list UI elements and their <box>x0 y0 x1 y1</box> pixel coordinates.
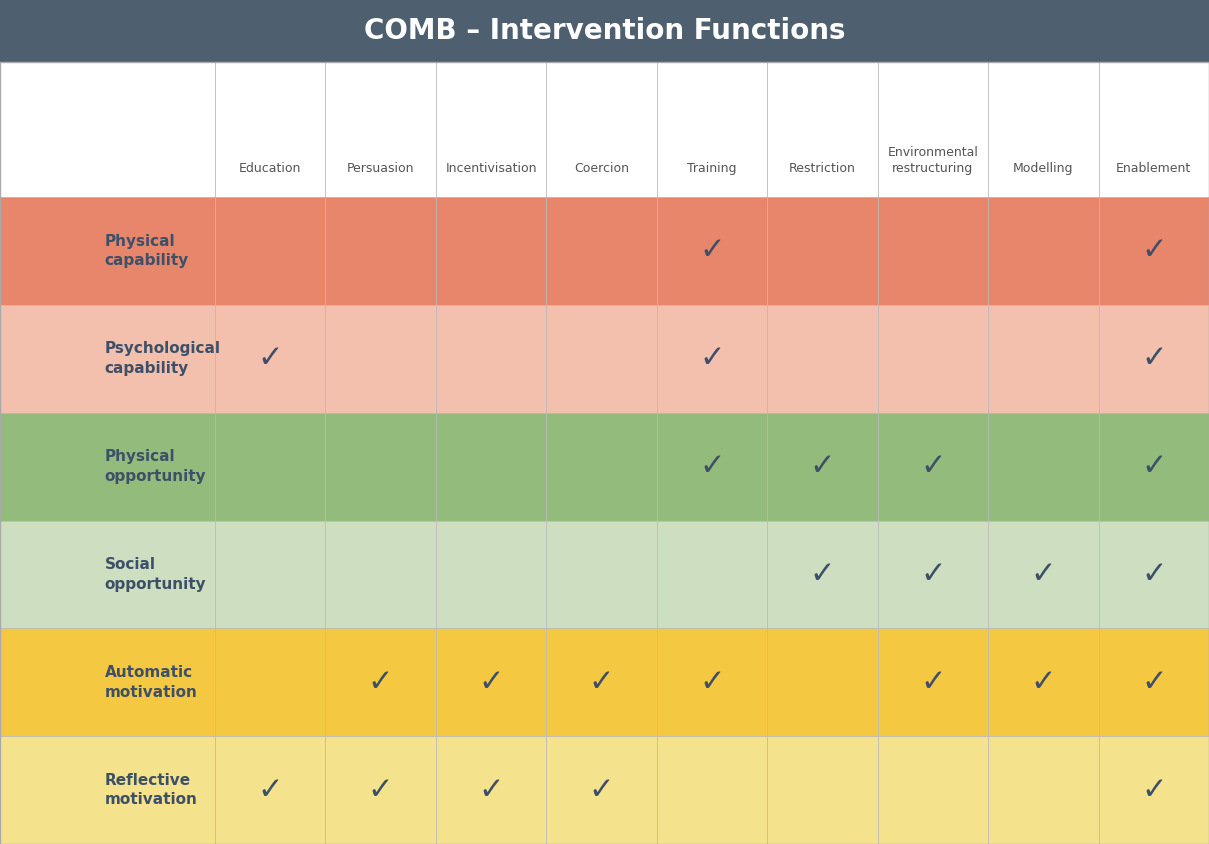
Bar <box>0 0 1209 62</box>
Text: Automatic
motivation: Automatic motivation <box>105 665 197 700</box>
Text: ✓: ✓ <box>810 452 835 481</box>
Text: ✓: ✓ <box>258 344 283 373</box>
Bar <box>0 736 1209 844</box>
Text: Reflective
motivation: Reflective motivation <box>105 773 197 808</box>
Text: Modelling: Modelling <box>1013 162 1074 175</box>
Text: ✓: ✓ <box>810 560 835 589</box>
Bar <box>0 197 1209 305</box>
Text: ✓: ✓ <box>1030 560 1057 589</box>
Bar <box>0 413 1209 521</box>
Text: Environmental
restructuring: Environmental restructuring <box>887 146 978 175</box>
Text: Physical
capability: Physical capability <box>105 234 189 268</box>
Text: ✓: ✓ <box>368 668 393 697</box>
Text: Psychological
capability: Psychological capability <box>105 341 221 376</box>
Text: ✓: ✓ <box>699 344 724 373</box>
Text: ✓: ✓ <box>1030 668 1057 697</box>
Text: ✓: ✓ <box>1141 452 1167 481</box>
Text: ✓: ✓ <box>1141 236 1167 265</box>
Text: ✓: ✓ <box>699 668 724 697</box>
Text: ✓: ✓ <box>920 560 945 589</box>
Text: ✓: ✓ <box>920 452 945 481</box>
Text: ✓: ✓ <box>368 776 393 804</box>
Bar <box>0 305 1209 413</box>
Bar <box>0 521 1209 628</box>
Text: COMB – Intervention Functions: COMB – Intervention Functions <box>364 17 845 45</box>
Text: ✓: ✓ <box>699 236 724 265</box>
Text: Enablement: Enablement <box>1116 162 1191 175</box>
Text: Restriction: Restriction <box>789 162 856 175</box>
Text: Coercion: Coercion <box>574 162 629 175</box>
Text: Education: Education <box>239 162 301 175</box>
Text: ✓: ✓ <box>1141 344 1167 373</box>
Text: ✓: ✓ <box>1141 560 1167 589</box>
Text: Persuasion: Persuasion <box>347 162 415 175</box>
Text: Social
opportunity: Social opportunity <box>105 557 207 592</box>
Text: ✓: ✓ <box>699 452 724 481</box>
Bar <box>0 62 1209 197</box>
Bar <box>0 628 1209 736</box>
Text: ✓: ✓ <box>258 776 283 804</box>
Text: Incentivisation: Incentivisation <box>445 162 537 175</box>
Text: ✓: ✓ <box>589 776 614 804</box>
Text: ✓: ✓ <box>589 668 614 697</box>
Text: ✓: ✓ <box>479 776 504 804</box>
Text: Physical
opportunity: Physical opportunity <box>105 449 207 484</box>
Text: ✓: ✓ <box>920 668 945 697</box>
Text: ✓: ✓ <box>479 668 504 697</box>
Text: Training: Training <box>687 162 736 175</box>
Text: ✓: ✓ <box>1141 668 1167 697</box>
Text: ✓: ✓ <box>1141 776 1167 804</box>
